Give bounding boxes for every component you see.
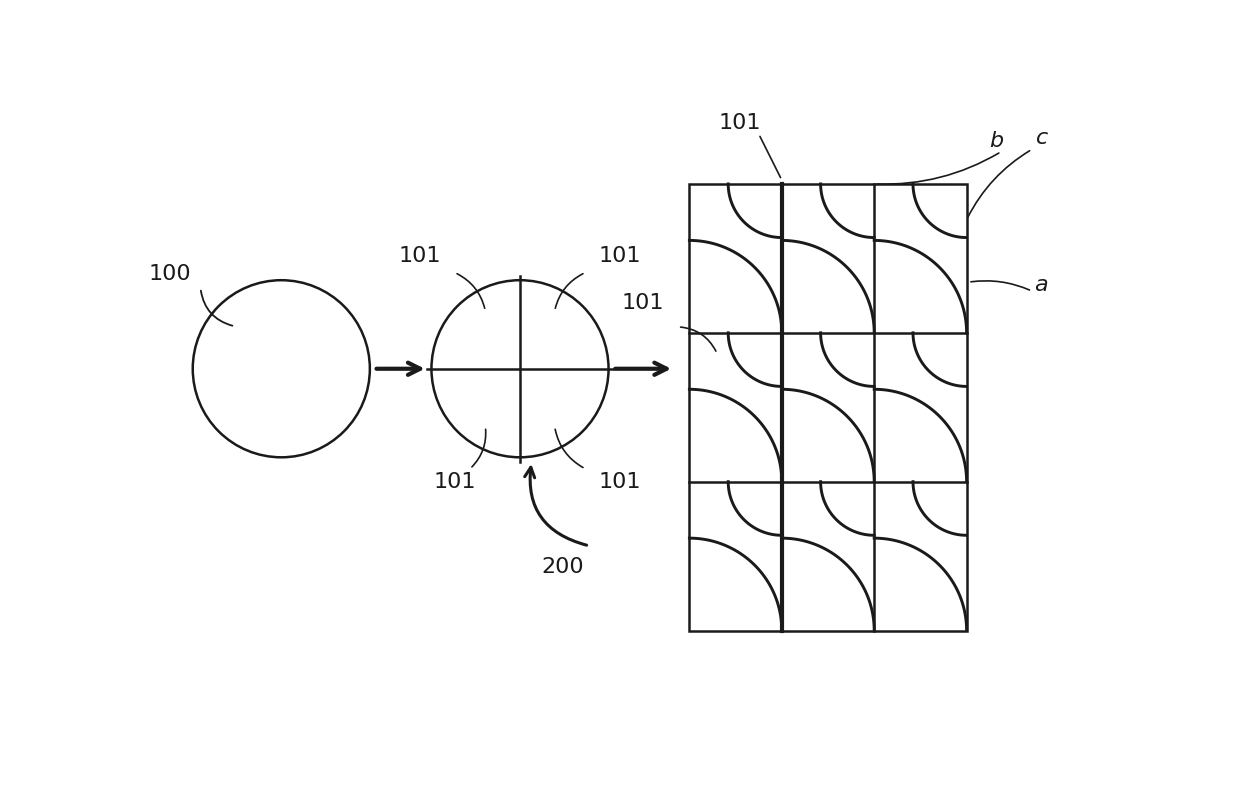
Text: 101: 101 [622,293,665,313]
Text: 101: 101 [599,246,641,266]
Text: 101: 101 [433,472,476,492]
Text: 200: 200 [541,556,584,577]
Text: c: c [1035,128,1048,148]
Text: b: b [988,131,1003,151]
Text: 101: 101 [599,472,641,492]
Text: 101: 101 [718,113,760,133]
Text: 100: 100 [149,264,191,284]
Text: a: a [1034,275,1048,295]
Bar [689,184,967,630]
Text: 101: 101 [398,246,441,266]
